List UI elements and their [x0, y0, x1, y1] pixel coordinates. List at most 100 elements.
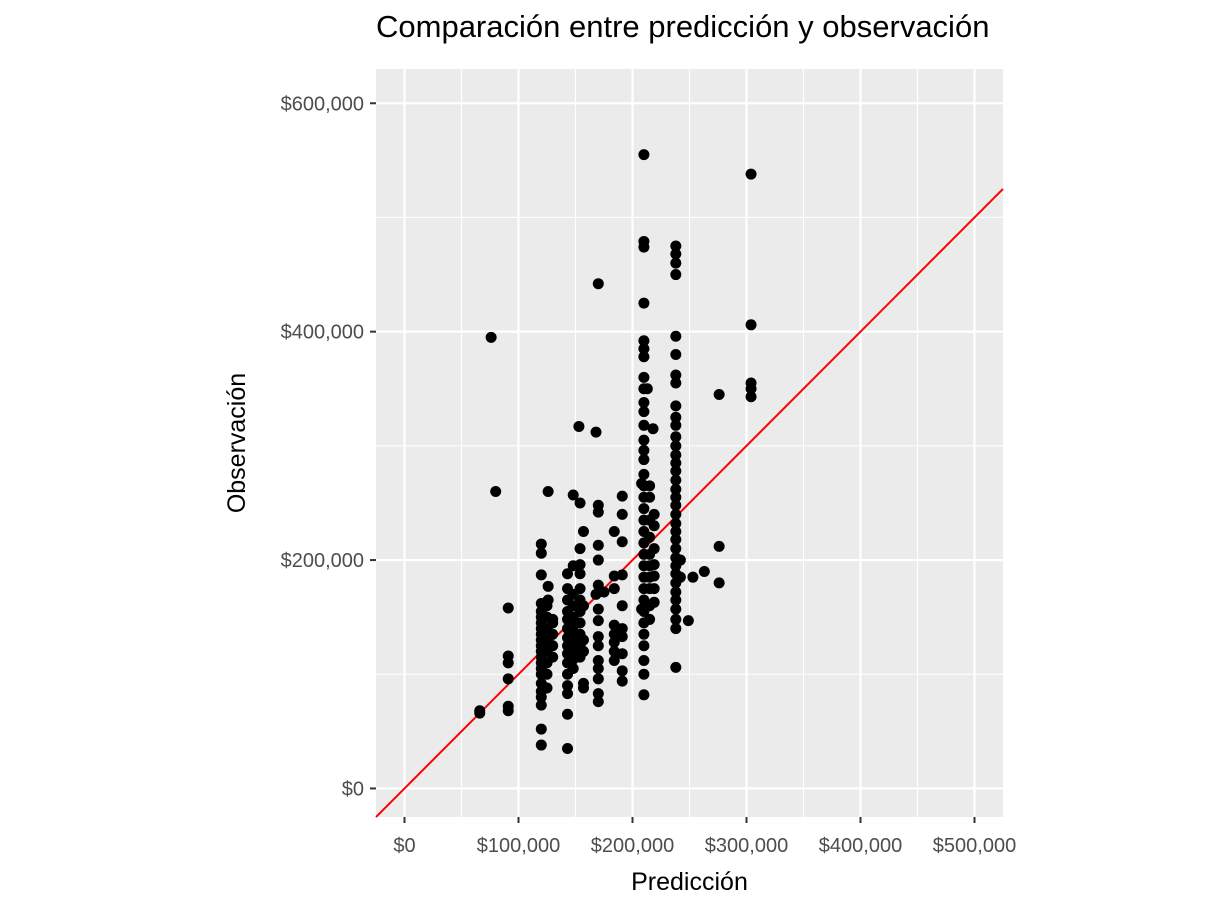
data-point: [616, 665, 628, 677]
data-point: [542, 580, 554, 592]
data-point: [547, 640, 559, 652]
data-point: [535, 699, 547, 711]
data-point: [592, 655, 604, 667]
data-point: [541, 682, 553, 694]
data-point: [573, 420, 585, 432]
data-point: [577, 600, 589, 612]
x-tick-label: $100,000: [477, 835, 560, 857]
data-point: [670, 499, 682, 511]
data-point: [638, 371, 650, 383]
data-point: [745, 391, 757, 403]
x-axis: $0 $100,000 $200,000 $300,000 $400,000 $500,0…: [393, 817, 1016, 857]
data-point: [562, 568, 574, 580]
data-point: [670, 377, 682, 389]
data-point: [670, 508, 682, 520]
data-point: [638, 419, 650, 431]
data-point: [574, 543, 586, 555]
data-point: [670, 369, 682, 381]
data-point: [598, 586, 610, 598]
data-point: [670, 431, 682, 443]
data-point: [616, 623, 628, 635]
data-point: [567, 663, 579, 675]
data-point: [745, 168, 757, 180]
data-point: [638, 351, 650, 363]
data-point: [670, 348, 682, 360]
data-point: [648, 520, 660, 532]
data-point: [670, 400, 682, 412]
data-point: [644, 613, 656, 625]
data-point: [592, 603, 604, 615]
data-point: [648, 543, 660, 555]
data-point: [535, 723, 547, 735]
data-point: [592, 640, 604, 652]
data-point: [670, 419, 682, 431]
data-point: [713, 577, 725, 589]
data-point: [592, 506, 604, 518]
data-point: [638, 335, 650, 347]
data-point: [670, 543, 682, 555]
data-point: [670, 518, 682, 530]
data-point: [745, 319, 757, 331]
data-point: [574, 559, 586, 571]
data-point: [542, 594, 554, 606]
data-point: [670, 449, 682, 461]
data-point: [547, 613, 559, 625]
data-point: [502, 705, 514, 717]
data-point: [541, 668, 553, 680]
data-point: [638, 406, 650, 418]
data-point: [638, 343, 650, 355]
data-point: [616, 508, 628, 520]
data-point: [490, 486, 502, 498]
data-point: [592, 631, 604, 643]
data-point: [592, 278, 604, 290]
data-point: [616, 631, 628, 643]
data-point: [647, 423, 659, 435]
data-point: [670, 613, 682, 625]
data-point: [670, 457, 682, 469]
data-point: [608, 655, 620, 667]
x-tick-label: $400,000: [819, 835, 902, 857]
data-point: [670, 257, 682, 269]
data-point: [648, 508, 660, 520]
data-point: [638, 241, 650, 253]
data-point: [745, 383, 757, 395]
data-point: [616, 490, 628, 502]
data-point: [592, 663, 604, 675]
data-point: [502, 602, 514, 614]
data-point: [670, 661, 682, 673]
data-point: [670, 248, 682, 260]
data-point: [574, 497, 586, 509]
data-point: [638, 454, 650, 466]
data-point: [577, 634, 589, 646]
data-point: [638, 149, 650, 161]
y-axis-title: Observación: [223, 373, 251, 513]
data-point: [616, 569, 628, 581]
x-tick-label: $500,000: [933, 835, 1016, 857]
data-point: [592, 554, 604, 566]
data-point: [535, 569, 547, 581]
data-point: [535, 547, 547, 559]
data-point: [713, 540, 725, 552]
data-point: [474, 707, 486, 719]
major-gridlines: [376, 69, 1003, 817]
data-point: [535, 691, 547, 703]
data-point: [592, 688, 604, 700]
data-point: [616, 675, 628, 687]
data-point: [592, 539, 604, 551]
data-point: [577, 526, 589, 538]
data-point: [670, 594, 682, 606]
data-point: [616, 600, 628, 612]
data-point: [542, 486, 554, 498]
data-point: [592, 673, 604, 685]
data-point: [638, 396, 650, 408]
data-point: [638, 468, 650, 480]
data-point: [638, 655, 650, 667]
data-point: [638, 640, 650, 652]
data-point: [644, 531, 656, 543]
data-point: [577, 682, 589, 694]
y-tick-label: $0: [342, 778, 364, 800]
data-point: [502, 657, 514, 669]
data-point: [562, 708, 574, 720]
data-point: [674, 571, 686, 583]
data-point: [502, 673, 514, 685]
